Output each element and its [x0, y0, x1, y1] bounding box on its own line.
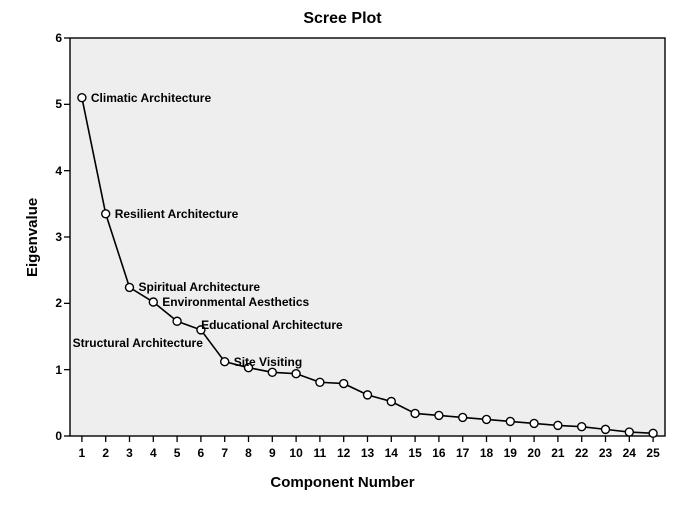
y-tick-label: 0: [38, 429, 62, 443]
x-tick-label: 2: [102, 446, 109, 460]
scree-plot-svg: [0, 0, 685, 506]
chart-stage: Scree Plot Eigenvalue Component Number 0…: [0, 0, 685, 506]
x-tick-label: 16: [432, 446, 445, 460]
x-tick-label: 17: [456, 446, 469, 460]
point-annotation: Resilient Architecture: [115, 207, 239, 221]
y-tick-label: 6: [38, 31, 62, 45]
x-tick-label: 21: [551, 446, 564, 460]
point-annotation: Educational Architecture: [201, 318, 343, 332]
x-tick-label: 19: [504, 446, 517, 460]
y-tick-label: 1: [38, 363, 62, 377]
y-tick-label: 4: [38, 164, 62, 178]
point-annotation: Structural Architecture: [73, 336, 203, 350]
y-tick-label: 2: [38, 296, 62, 310]
y-tick-label: 3: [38, 230, 62, 244]
x-tick-label: 10: [289, 446, 302, 460]
x-tick-label: 9: [269, 446, 276, 460]
x-tick-label: 4: [150, 446, 157, 460]
x-tick-label: 6: [198, 446, 205, 460]
point-annotation: Spiritual Architecture: [139, 280, 261, 294]
x-tick-label: 22: [575, 446, 588, 460]
x-tick-label: 3: [126, 446, 133, 460]
point-annotation: Climatic Architecture: [91, 91, 211, 105]
x-tick-label: 25: [646, 446, 659, 460]
x-tick-label: 13: [361, 446, 374, 460]
chart-title: Scree Plot: [0, 10, 685, 28]
x-tick-label: 12: [337, 446, 350, 460]
x-tick-label: 11: [314, 446, 327, 460]
x-tick-label: 1: [79, 446, 86, 460]
x-tick-label: 24: [623, 446, 636, 460]
point-annotation: Site Visiting: [234, 355, 302, 369]
y-tick-label: 5: [38, 97, 62, 111]
x-tick-label: 5: [174, 446, 181, 460]
x-tick-label: 8: [245, 446, 252, 460]
x-axis-label: Component Number: [0, 474, 685, 491]
x-tick-label: 14: [385, 446, 398, 460]
x-tick-label: 20: [527, 446, 540, 460]
x-tick-label: 18: [480, 446, 493, 460]
x-tick-label: 23: [599, 446, 612, 460]
x-tick-label: 15: [408, 446, 421, 460]
x-tick-label: 7: [221, 446, 228, 460]
point-annotation: Environmental Aesthetics: [162, 295, 309, 309]
